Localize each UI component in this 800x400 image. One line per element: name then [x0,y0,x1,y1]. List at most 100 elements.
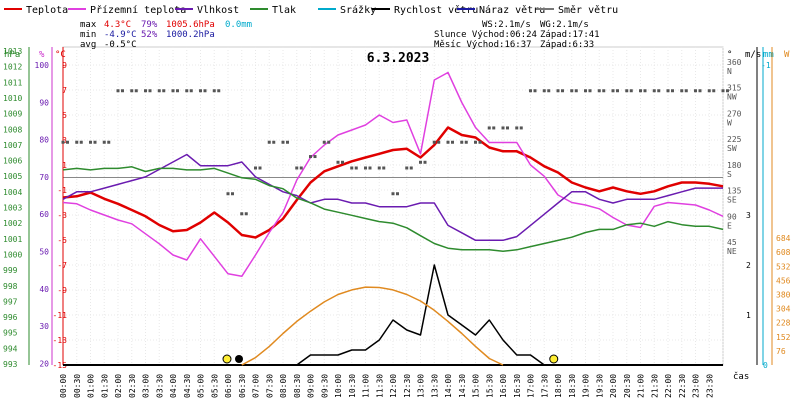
wind-dir-point [157,89,161,93]
axis-tick-hpa: 1013 [3,47,22,56]
axis-tick-hum: 90 [39,98,49,107]
axis-tick-dir-deg: 270 [727,109,742,118]
axis-tick-hpa: 1005 [3,172,22,181]
axis-tick-hpa: 994 [3,344,18,353]
stat-max-press: 1005.6hPa [166,20,215,30]
chart-title: 6.3.2023 [367,51,430,66]
stat-avg-label: avg [80,40,96,50]
wind-dir-point [561,89,564,93]
stat-avg-temp: -0.5°C [104,40,137,50]
axis-tick-time: 10:30 [348,374,357,398]
axis-tick-time: 20:00 [609,374,618,398]
axis-tick-time: 02:30 [128,374,137,398]
wind-dir-point [487,126,491,130]
axis-tick-hum: 30 [39,322,49,331]
sunset-marker [549,354,559,364]
axis-tick-time: 07:00 [252,374,261,398]
axis-tick-temp: -15 [53,361,68,370]
axis-tick-rain: 0 [763,361,768,370]
axis-tick-hpa: 1000 [3,250,22,259]
axis-tick-dir-label: W [727,118,732,127]
wind-dir-point [643,89,647,93]
axis-unit-hum: % [39,50,45,60]
legend-label: Srážky [340,4,376,16]
wind-dir-point [464,140,468,144]
wind-dir-point [368,166,372,170]
axis-tick-hpa: 1002 [3,219,22,228]
axis-tick-time: 01:00 [87,374,96,398]
axis-tick-temp: -13 [53,336,68,345]
wind-dir-point [625,89,629,93]
axis-unit-dir: ° [727,50,732,60]
axis-tick-temp: 9 [62,61,67,70]
axis-tick-dir-label: E [727,221,732,230]
wind-dir-point [680,89,684,93]
axis-tick-time: 20:30 [623,374,632,398]
axis-tick-time: 17:30 [540,374,549,398]
wind-dir-point [258,166,262,170]
axis-tick-time: 17:00 [527,374,536,398]
axis-tick-time: 21:00 [637,374,646,398]
wind-dir-point [597,89,601,93]
axis-tick-dir-deg: 315 [727,84,742,93]
stat-min-temp: -4.9°C [104,30,137,40]
axis-tick-time: 19:00 [582,374,591,398]
series-line-solar [241,286,504,366]
wind-dir-point [419,160,422,164]
wind-dir-point [506,126,509,130]
wind-dir-point [460,140,464,144]
wind-dir-point [405,166,409,170]
axis-tick-temp: -11 [53,311,68,320]
axis-tick-dir-label: SW [727,144,737,153]
wind-dir-point [354,166,358,170]
stat-max-label: max [80,20,97,30]
axis-unit-rain: mm [763,50,774,60]
axis-unit-temp: °C [55,50,66,60]
wind-dir-point [542,89,546,93]
wind-dir-point [272,140,276,144]
wind-dir-point [217,89,221,93]
axis-tick-hpa: 1004 [3,188,22,197]
series-line-wind [63,264,723,366]
axis-tick-time: 06:00 [224,374,233,398]
axis-tick-hpa: 1009 [3,110,22,119]
axis-tick-solar: 304 [776,305,791,314]
axis-tick-solar: 456 [776,276,791,285]
wind-dir-point [295,166,299,170]
wind-dir-point [657,89,661,93]
wind-dir-point [162,89,166,93]
axis-tick-time: 23:00 [692,374,701,398]
axis-tick-dir-label: N [727,67,732,76]
stat-max-temp: 4.3°C [104,20,131,30]
axis-tick-time: 00:30 [73,374,82,398]
axis-tick-hum: 70 [39,173,49,182]
axis-tick-temp: -3 [57,211,67,220]
wind-dir-point [574,89,578,93]
wind-dir-point [350,166,354,170]
wind-dir-point [474,140,477,144]
wind-dir-point [547,89,551,93]
wind-dir-point [116,89,120,93]
wind-dir-point [364,166,367,170]
axis-tick-temp: 7 [62,86,67,95]
wind-dir-point [694,89,697,93]
axis-tick-time: 19:30 [595,374,604,398]
axis-tick-hpa: 998 [3,282,18,291]
wind-dir-point [226,192,230,196]
axis-tick-wind: 1 [746,311,751,320]
axis-tick-dir-deg: 135 [727,187,742,196]
info-moon-set: Západ:6:33 [540,40,594,50]
axis-tick-time: 06:30 [238,374,247,398]
wind-dir-point [299,166,303,170]
axis-tick-temp: -1 [57,186,67,195]
axis-tick-solar: 76 [776,347,786,356]
wind-dir-point [396,192,399,196]
axis-tick-time: 21:30 [650,374,659,398]
axis-tick-time: 08:30 [293,374,302,398]
wind-dir-point [240,212,244,216]
wind-dir-point [134,89,138,93]
legend-label: Tlak [272,5,296,16]
axis-tick-hpa: 1006 [3,157,22,166]
